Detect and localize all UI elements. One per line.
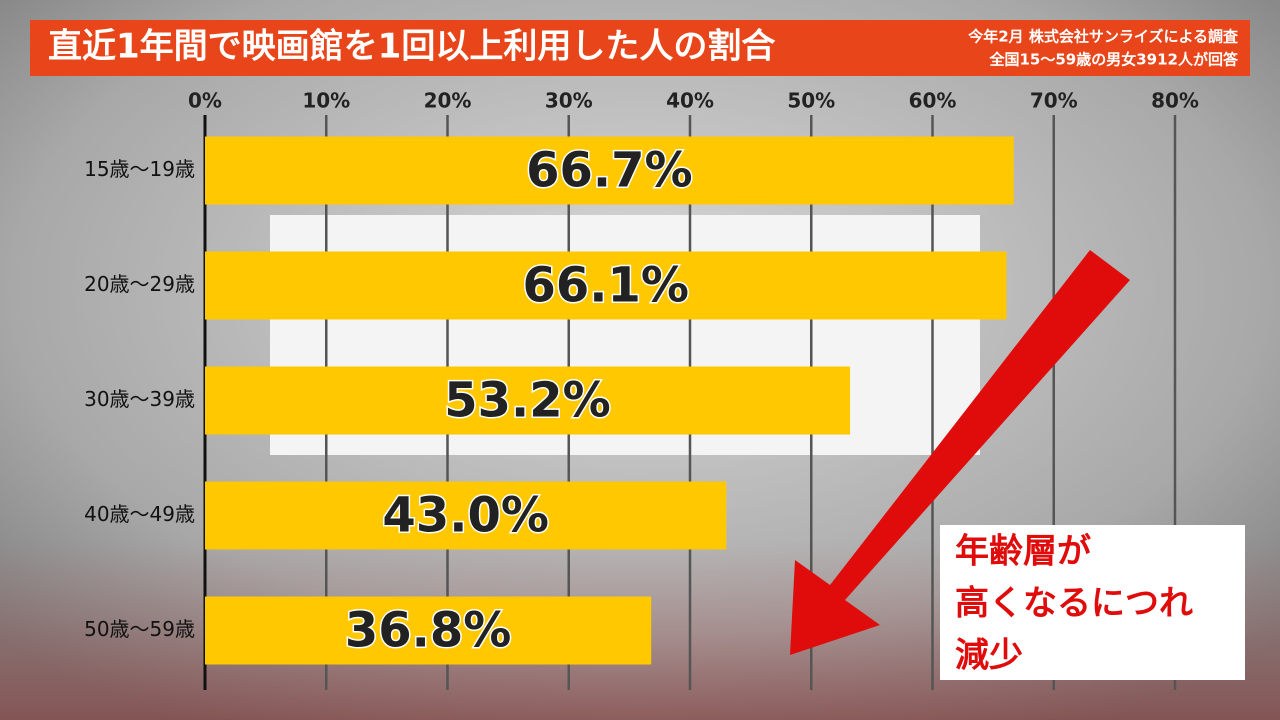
annotation: 年齢層が xyxy=(955,532,1091,572)
value-label: 66.7% xyxy=(526,143,693,199)
y-tick-label: 15歳～19歳 xyxy=(84,157,195,181)
annotation: 高くなるにつれ xyxy=(955,584,1193,624)
annotation-box xyxy=(940,525,1245,680)
bar xyxy=(205,481,727,550)
x-tick-label: 60% xyxy=(909,89,957,113)
y-tick-label: 20歳～29歳 xyxy=(84,272,195,296)
y-tick-label: 30歳～39歳 xyxy=(84,387,195,411)
bar xyxy=(205,596,652,665)
value-label: 36.8% xyxy=(345,603,512,659)
y-tick-label: 50歳～59歳 xyxy=(84,617,195,641)
subtitle: 全国15～59歳の男女3912人が回答 xyxy=(989,51,1239,69)
value-label: 43.0% xyxy=(382,488,549,544)
bar xyxy=(205,251,1007,320)
bar xyxy=(205,366,851,435)
x-tick-label: 10% xyxy=(302,89,350,113)
x-tick-label: 80% xyxy=(1151,89,1199,113)
bar xyxy=(205,136,1014,205)
arrow xyxy=(790,250,1130,655)
chart-title: 直近1年間で映画館を1回以上利用した人の割合 xyxy=(48,27,775,67)
y-tick-label: 40歳～49歳 xyxy=(84,502,195,526)
x-tick-label: 20% xyxy=(424,89,472,113)
plot: 0% 10% 20% 30% 40% 50% 60% 70% 80% 15歳～19歳 66.7% 20… xyxy=(84,89,1199,690)
x-tick-label: 70% xyxy=(1030,89,1078,113)
x-tick-label: 0% xyxy=(188,89,222,113)
title-banner xyxy=(30,20,1250,76)
x-tick-label: 40% xyxy=(666,89,714,113)
subtitle: 今年2月 株式会社サンライズによる調査 xyxy=(967,28,1239,46)
value-label: 66.1% xyxy=(522,258,689,314)
value-label: 53.2% xyxy=(444,373,611,429)
x-tick-label: 50% xyxy=(787,89,835,113)
x-tick-label: 30% xyxy=(545,89,593,113)
annotation: 減少 xyxy=(955,636,1023,676)
